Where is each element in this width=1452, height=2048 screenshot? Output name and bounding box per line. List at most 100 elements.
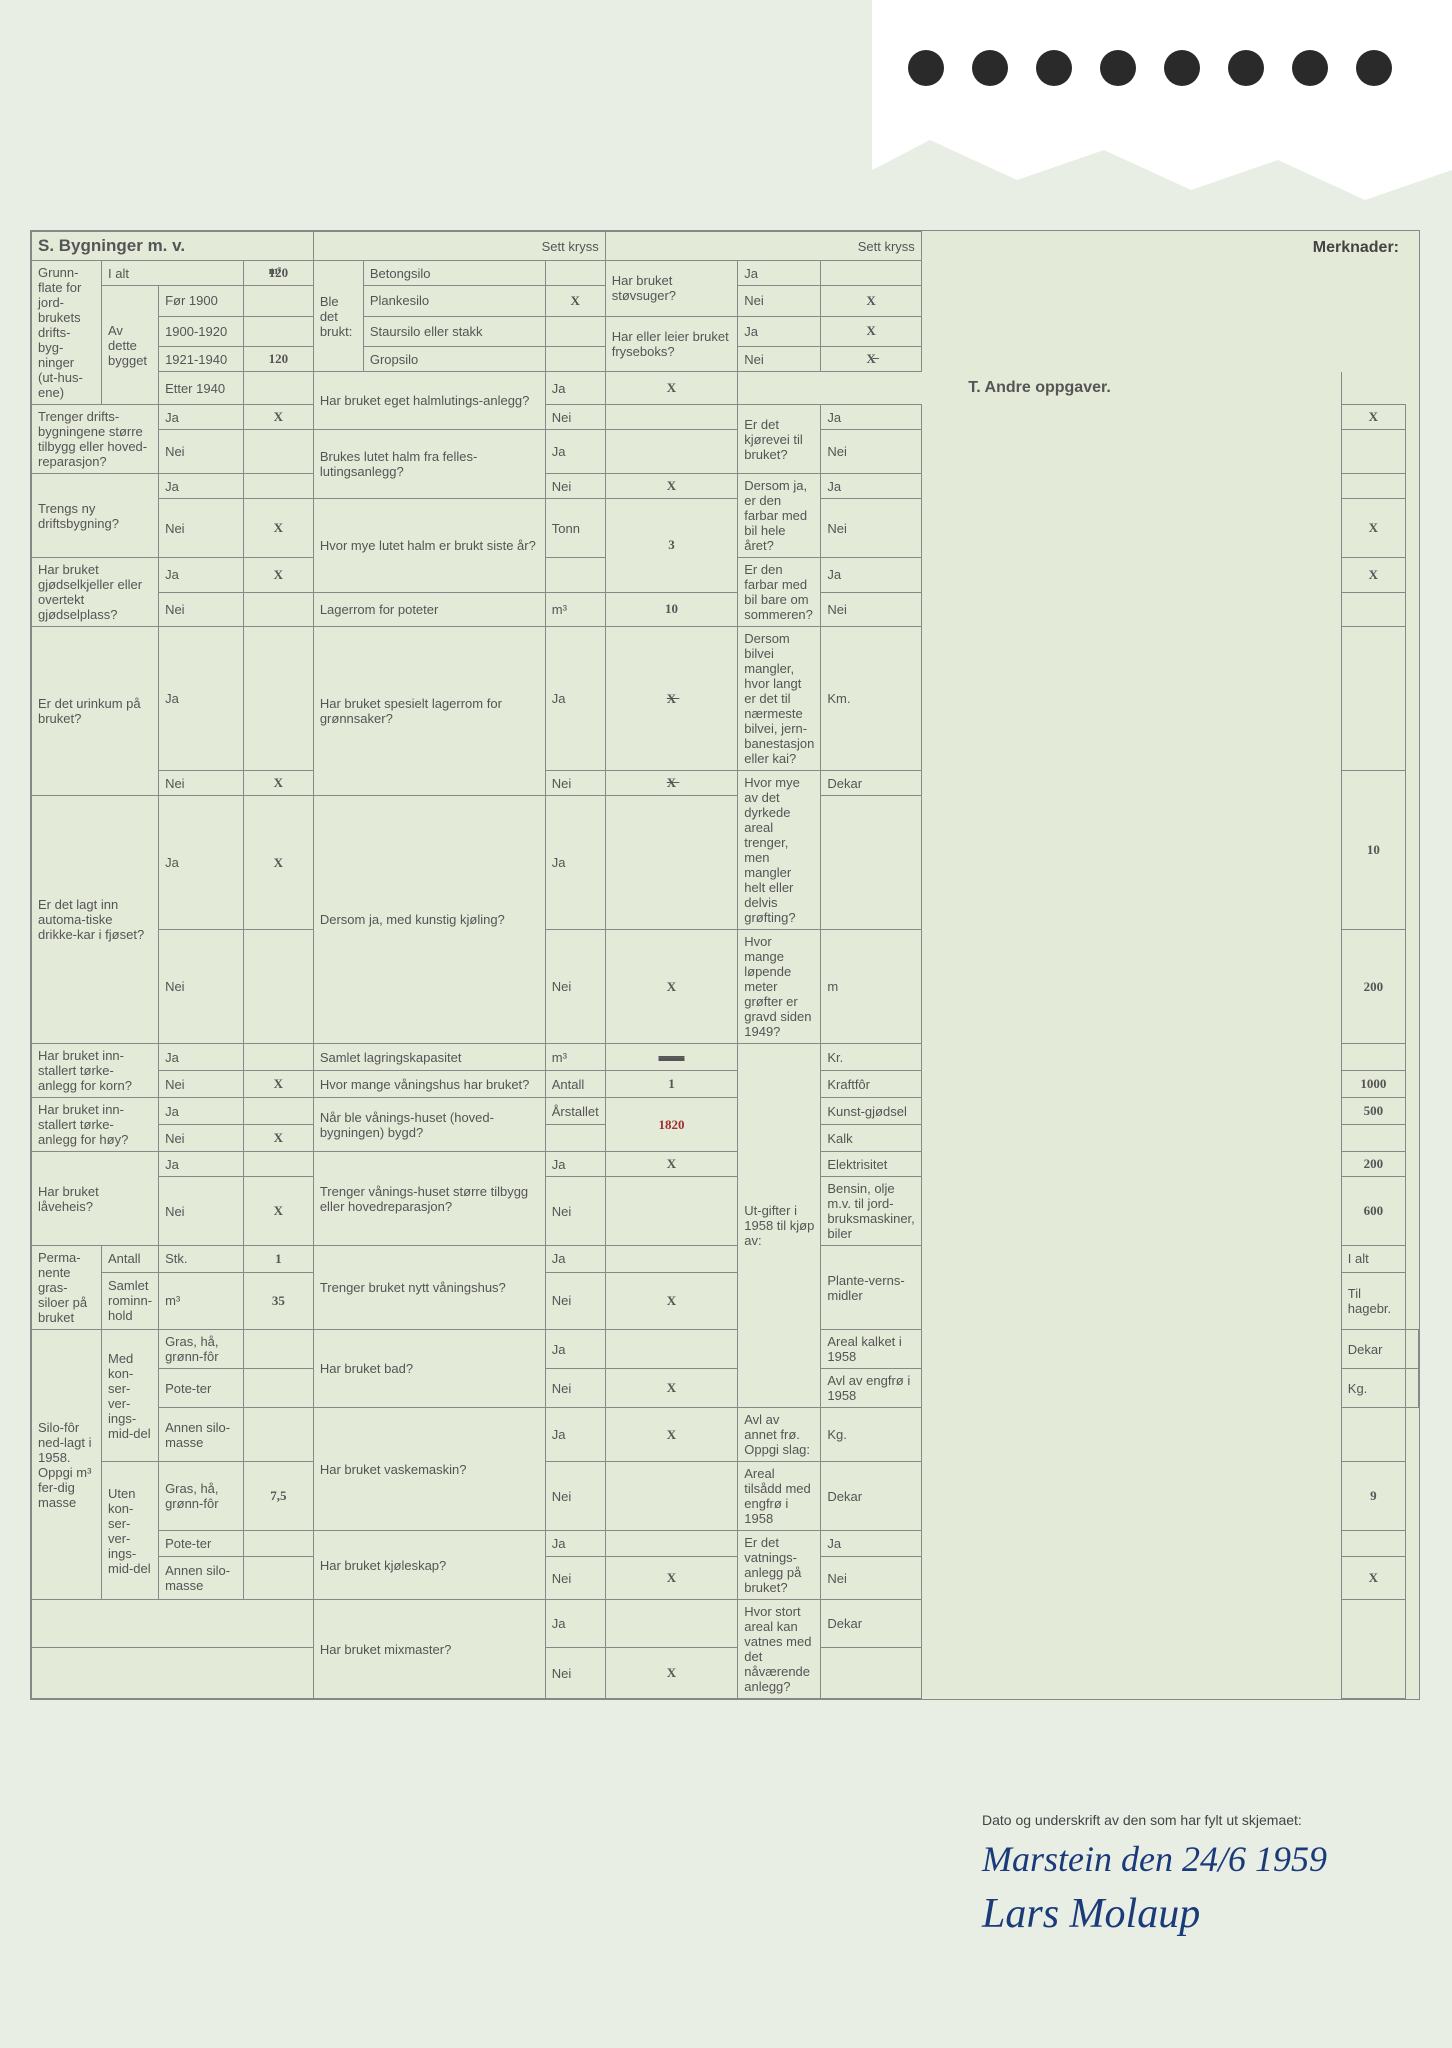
- kjol-q: Har bruket kjøleskap?: [313, 1531, 545, 1600]
- merknader-area: [921, 232, 1341, 1699]
- kunstgj: Kunst-gjødsel: [821, 1098, 921, 1125]
- signature-block: Dato og underskrift av den som har fylt …: [982, 1812, 1422, 1938]
- staursilo: Staursilo eller stakk: [363, 316, 545, 347]
- stovsuger-nei: X: [821, 286, 921, 317]
- lutet-q: Hvor mye lutet halm er brukt siste år?: [313, 499, 545, 593]
- vaning-val: 1: [605, 1071, 738, 1098]
- signature-name: Lars Molaup: [982, 1890, 1422, 1938]
- for1900-val: [243, 286, 313, 317]
- kraftfor-val: 1000: [1341, 1071, 1405, 1098]
- ql0-nei: [243, 430, 313, 474]
- sommer-q: Er den farbar med bil bare om sommeren?: [738, 558, 821, 627]
- binder-holes: [908, 50, 1392, 86]
- plankesilo: Plankesilo: [363, 286, 545, 317]
- med-pot-v: [243, 1369, 313, 1408]
- nyttvan-nei: X: [605, 1272, 738, 1329]
- sett-kryss-1: Sett kryss: [313, 232, 605, 261]
- ql0-ja: X: [243, 405, 313, 430]
- stovsuger-q: Har bruket støvsuger?: [605, 261, 738, 317]
- gronn-ja: X̶: [605, 627, 738, 771]
- bad-q: Har bruket bad?: [313, 1330, 545, 1408]
- lagrkap-val: ▬▬: [605, 1044, 738, 1071]
- stovsuger-ja: [821, 261, 921, 286]
- annetfro-q: Avl av annet frø. Oppgi slag:: [738, 1408, 821, 1462]
- main-form-table: S. Bygninger m. v. Sett kryss Sett kryss…: [31, 231, 1419, 1699]
- grofter-val: 200: [1341, 930, 1405, 1044]
- grunnflate-label: Grunn-flate for jord-brukets drifts-byg-…: [32, 261, 102, 405]
- ql2-nei: [243, 592, 313, 627]
- uten-gras: Gras, hå, grønn-fôr: [159, 1462, 244, 1531]
- felles-ja: [605, 430, 738, 474]
- vaske-nei: [605, 1462, 738, 1531]
- uten-gras-v: 7,5: [243, 1462, 313, 1531]
- kjoling-q: Dersom ja, med kunstig kjøling?: [313, 796, 545, 1044]
- tilbygg-nei: [605, 1177, 738, 1246]
- med-gras-v: [243, 1330, 313, 1369]
- felles-q: Brukes lutet halm fra felles-lutingsanle…: [313, 430, 545, 499]
- grofter-q: Hvor mange løpende meter grøfter er grav…: [738, 930, 821, 1044]
- ql6-nei: X: [243, 1125, 313, 1152]
- lager-pot-val: 10: [605, 592, 738, 627]
- elektr-val: 200: [1341, 1152, 1405, 1177]
- engfro-q: Avl av engfrø i 1958: [821, 1369, 921, 1408]
- bad-ja: [605, 1330, 738, 1369]
- ql4-ja: X: [243, 796, 313, 930]
- mix-q: Har bruket mixmaster?: [313, 1600, 545, 1699]
- farbar-ja: [1341, 474, 1405, 499]
- med-label: Med kon-ser-ver-ings-mid-del: [102, 1330, 159, 1462]
- etter1940: Etter 1940: [159, 372, 244, 405]
- bygd-val: 1820: [658, 1117, 684, 1132]
- lutet-val: 3: [605, 499, 738, 593]
- fryseboks-q: Har eller leier bruket fryseboks?: [605, 316, 738, 372]
- uten-label: Uten kon-ser-ver-ings-mid-del: [102, 1462, 159, 1600]
- uten-pot: Pote-ter: [159, 1531, 244, 1557]
- ql7-ja: [243, 1152, 313, 1177]
- med-pot: Pote-ter: [159, 1369, 244, 1408]
- vaske-q: Har bruket vaskemaskin?: [313, 1408, 545, 1531]
- silo-antall-l: Antall: [102, 1246, 159, 1273]
- vatning-ja: [1341, 1531, 1405, 1557]
- kraftfor: Kraftfôr: [821, 1071, 921, 1098]
- fryseboks-nei: X̶: [821, 347, 921, 372]
- ql4-nei: [243, 930, 313, 1044]
- nyttvan-q: Trenger bruket nytt våningshus?: [313, 1246, 545, 1330]
- kjorevei-ja: X: [1341, 405, 1405, 430]
- annetfro-val: [1341, 1408, 1405, 1462]
- kjorevei-nei: [1341, 430, 1405, 474]
- bygd-q: Når ble vånings-huset (hoved-bygningen) …: [313, 1098, 545, 1152]
- ql2-ja: X: [243, 558, 313, 593]
- p1921: 1921-1940: [159, 347, 244, 372]
- mix-nei: X: [605, 1648, 738, 1699]
- gronn-nei: X̶: [605, 771, 738, 796]
- sommer-nei: [1341, 592, 1405, 627]
- for1900: Før 1900: [159, 286, 244, 317]
- elektr: Elektrisitet: [821, 1152, 921, 1177]
- ql3: Er det urinkum på bruket?: [32, 627, 159, 796]
- kalket-val: [1405, 1330, 1418, 1369]
- ql6: Har bruket inn-stallert tørke-anlegg for…: [32, 1098, 159, 1152]
- ql1-nei: X: [243, 499, 313, 558]
- kjol-ja: [605, 1531, 738, 1557]
- kalket-q: Areal kalket i 1958: [821, 1330, 921, 1369]
- farbar-nei: X: [1341, 499, 1405, 558]
- silo-saml-l: Samlet rominn-hold: [102, 1272, 159, 1329]
- sommer-ja: X: [1341, 558, 1405, 593]
- tilsadd-q: Areal tilsådd med engfrø i 1958: [738, 1462, 821, 1531]
- section-s-header: S. Bygninger m. v.: [32, 232, 314, 261]
- lager-pot: Lagerrom for poteter: [313, 592, 545, 627]
- ql1: Trengs ny driftsbygning?: [32, 474, 159, 558]
- ql7: Har bruket låveheis?: [32, 1152, 159, 1246]
- ql2: Har bruket gjødselkjeller eller overtekt…: [32, 558, 159, 627]
- grofting-q: Hvor mye av det dyrkede areal trenger, m…: [738, 771, 821, 930]
- gropsilo: Gropsilo: [363, 347, 545, 372]
- kjoling-nei: X: [605, 930, 738, 1044]
- kalk-val: [1341, 1125, 1405, 1152]
- mix-ja: [605, 1600, 738, 1648]
- etter1940-val: [243, 372, 313, 405]
- staursilo-x: [545, 316, 605, 347]
- uten-ann: Annen silo-masse: [159, 1557, 244, 1600]
- silofor-label: Silo-fôr ned-lagt i 1958. Oppgi m³ fer-d…: [32, 1330, 102, 1600]
- ql3-ja: [243, 627, 313, 771]
- halmluting-ja: X: [605, 372, 738, 405]
- av-dette: Av dette bygget: [102, 286, 159, 405]
